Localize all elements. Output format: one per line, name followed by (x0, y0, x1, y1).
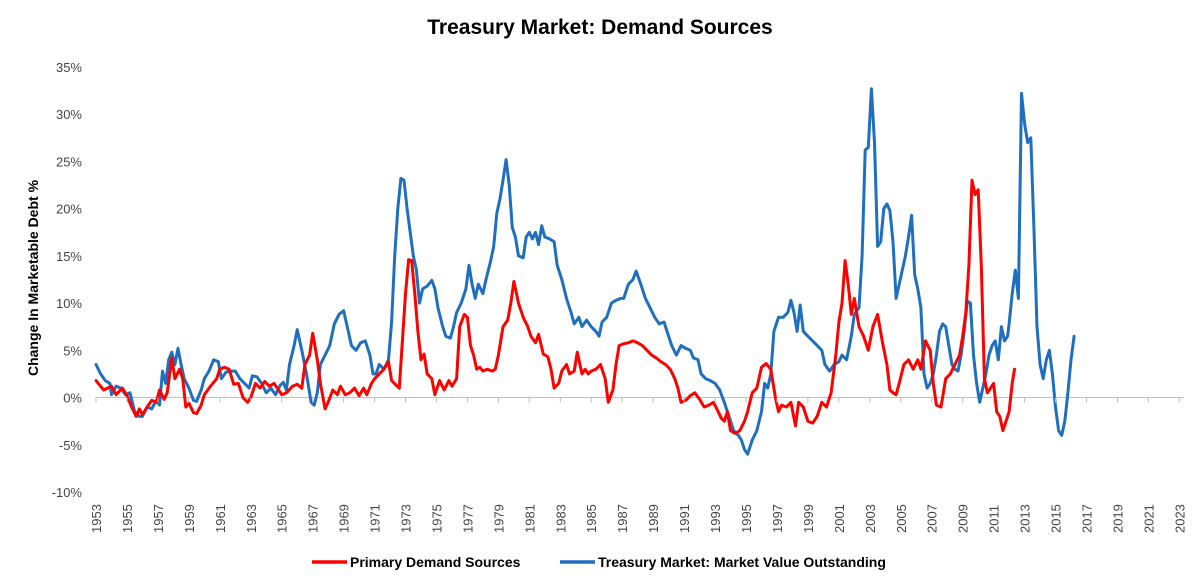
x-tick-label: 1999 (801, 504, 816, 533)
y-tick-label: -10% (52, 485, 83, 500)
x-tick-label: 1967 (306, 504, 321, 533)
x-tick-label: 1993 (708, 504, 723, 533)
x-tick-label: 1995 (739, 504, 754, 533)
x-tick-label: 2023 (1172, 504, 1187, 533)
x-tick-label: 1981 (522, 504, 537, 533)
y-axis-title-group: Change In Marketable Debt % (25, 179, 41, 376)
x-tick-label: 2001 (832, 504, 847, 533)
x-tick-label: 1965 (275, 504, 290, 533)
y-axis-title: Change In Marketable Debt % (25, 179, 41, 376)
x-tick-label: 1971 (368, 504, 383, 533)
y-tick-label: 15% (56, 249, 82, 264)
y-tick-label: 25% (56, 154, 82, 169)
y-tick-label: 10% (56, 296, 82, 311)
x-tick-label: 2005 (894, 504, 909, 533)
chart-title: Treasury Market: Demand Sources (427, 16, 773, 39)
series-line-market-value (94, 87, 1076, 456)
x-tick-label: 1977 (460, 504, 475, 533)
y-tick-label: 5% (63, 343, 82, 358)
x-tick-label: 1953 (89, 504, 104, 533)
y-tick-label: 30% (56, 107, 82, 122)
x-tick-label: 1989 (646, 504, 661, 533)
y-axis: -10% -5% 0% 5% 10% 15% 20% 25% 30% 35% (52, 60, 83, 500)
x-tick-label: 1969 (337, 504, 352, 533)
x-tick-label: 1957 (151, 504, 166, 533)
x-tick-label: 2017 (1079, 504, 1094, 533)
x-tick-label: 2009 (956, 504, 971, 533)
x-tick-label: 1979 (491, 504, 506, 533)
x-tick-label: 1973 (399, 504, 414, 533)
y-tick-label: 0% (63, 391, 82, 406)
x-tick-label: 2013 (1018, 504, 1033, 533)
x-tick-label: 1985 (584, 504, 599, 533)
x-tick-label: 1991 (677, 504, 692, 533)
legend-label-market-value: Treasury Market: Market Value Outstandin… (598, 554, 886, 570)
series-line-primary-demand (94, 178, 1016, 435)
x-tick-label: 1983 (553, 504, 568, 533)
legend: Primary Demand Sources Treasury Market: … (312, 554, 886, 570)
y-tick-label: -5% (59, 438, 83, 453)
y-tick-label: 20% (56, 202, 82, 217)
x-tick-label: 1997 (770, 504, 785, 533)
x-axis: 1953 1955 1957 1959 1961 1963 1965 1967 1969 1971… (89, 397, 1187, 533)
x-tick-label: 2015 (1049, 504, 1064, 533)
x-tick-label: 1963 (244, 504, 259, 533)
x-tick-label: 2011 (987, 505, 1002, 533)
x-tick-label: 1955 (120, 504, 135, 533)
legend-label-primary-demand: Primary Demand Sources (350, 554, 521, 570)
x-tick-label: 2019 (1110, 504, 1125, 533)
x-tick-label: 1961 (213, 504, 228, 533)
x-tick-label: 2021 (1141, 504, 1156, 533)
x-tick-label: 1959 (182, 504, 197, 533)
x-tick-label: 2007 (925, 504, 940, 533)
x-tick-label: 1987 (615, 504, 630, 533)
x-tick-label: 2003 (863, 504, 878, 533)
series-layer (94, 87, 1076, 456)
x-tick-label: 1975 (429, 504, 444, 533)
y-tick-label: 35% (56, 60, 82, 75)
